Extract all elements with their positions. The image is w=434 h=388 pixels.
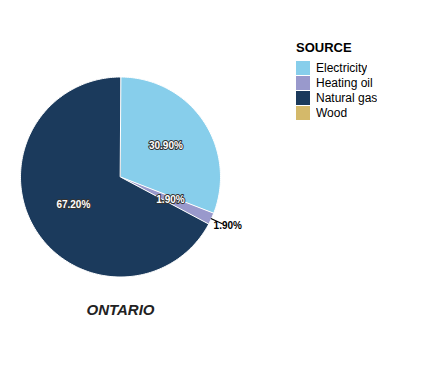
html-text:Wood: Wood [316, 106, 348, 120]
svg-text:67.20%: 67.20% [56, 199, 90, 210]
svg-text:1.90%: 1.90% [156, 194, 184, 205]
svg-text:1.90%: 1.90% [214, 220, 242, 231]
svg-text:30.90%: 30.90% [149, 140, 183, 151]
svg-text:ONTARIO: ONTARIO [86, 301, 154, 318]
html-text:SOURCE: SOURCE [296, 40, 352, 55]
html-text:Electricity: Electricity [316, 61, 368, 75]
html-text:Heating oil: Heating oil [316, 76, 373, 90]
html-text:Natural gas: Natural gas [316, 91, 378, 105]
